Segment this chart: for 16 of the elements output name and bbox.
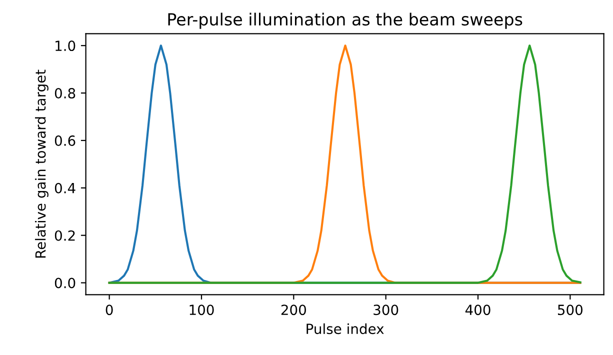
y-tick-label: 0.4 xyxy=(54,182,76,194)
x-tick-label: 100 xyxy=(190,304,214,316)
line-series xyxy=(108,44,582,284)
x-tick-label: 0 xyxy=(106,304,113,316)
x-tick-label: 500 xyxy=(558,304,582,316)
y-tick-label: 0.8 xyxy=(54,88,76,98)
y-axis-title: Relative gain toward target xyxy=(35,70,48,258)
y-tick-label: 0.0 xyxy=(54,278,76,288)
y-tick-label: 1.0 xyxy=(56,40,76,52)
x-axis-title: Pulse index xyxy=(306,323,384,334)
x-tick-label: 400 xyxy=(465,304,490,316)
chart-title: Per-pulse illumination as the beam sweeps xyxy=(168,12,522,29)
x-tick-label: 200 xyxy=(281,304,306,316)
y-tick-label: 0.6 xyxy=(54,135,76,146)
x-tick-label: 300 xyxy=(374,304,398,316)
y-tick-label: 0.2 xyxy=(54,230,75,241)
